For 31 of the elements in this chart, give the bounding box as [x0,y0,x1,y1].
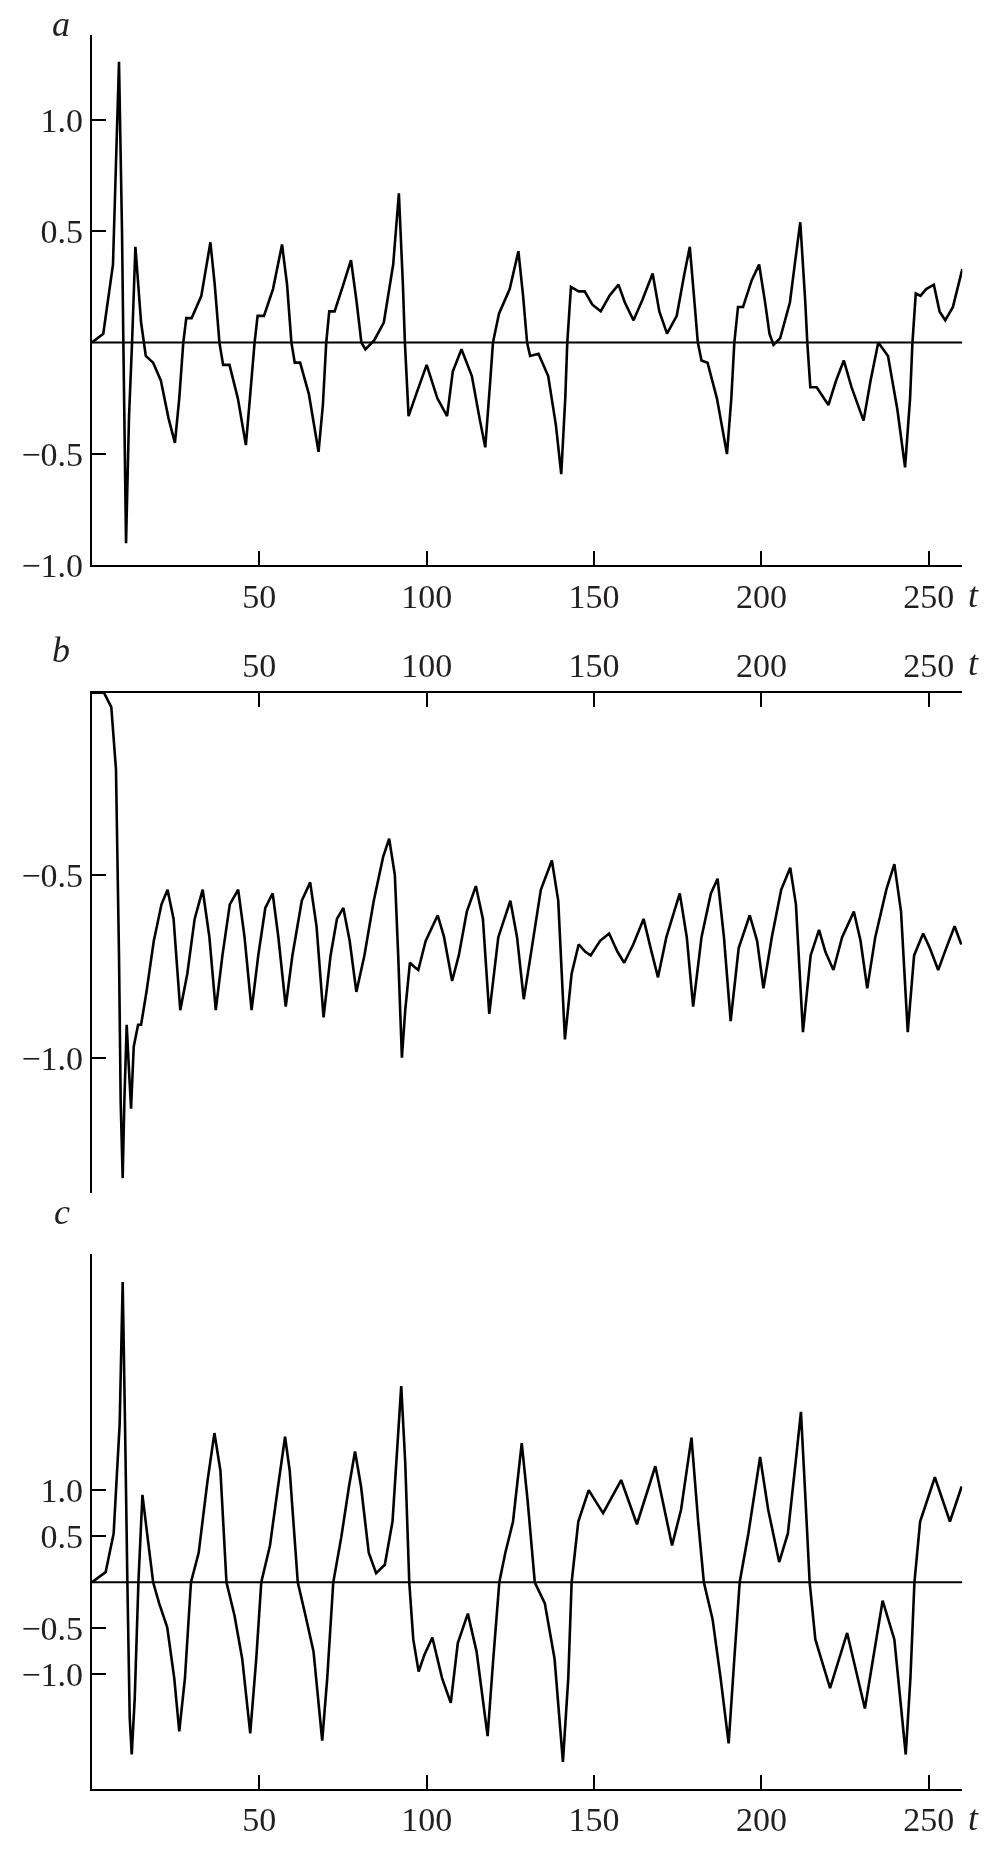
chart-title: c [54,1192,70,1232]
x-tick-label: 250 [903,578,955,616]
x-tick-label: 200 [735,646,787,684]
x-tick-label: 200 [735,578,787,616]
y-tick-label: −0.5 [21,1610,84,1648]
y-tick-label: −0.5 [21,435,84,473]
y-tick-label: −1.0 [21,547,84,585]
x-tick-label: 150 [568,646,620,684]
y-tick-label: 1.0 [40,101,84,139]
x-tick-label: 250 [903,1801,955,1839]
y-tick-label: 0.5 [40,1518,84,1556]
x-tick-label: 50 [242,646,277,684]
y-tick-label: −1.0 [21,1656,84,1694]
y-tick-label: −0.5 [21,857,84,895]
x-tick-label: 150 [568,578,620,616]
y-tick-label: −1.0 [21,1039,84,1077]
x-tick-label: 150 [568,1801,620,1839]
chart-title: a [52,4,70,44]
x-tick-label: 100 [401,1801,453,1839]
x-tick-label: 200 [735,1801,787,1839]
x-tick-label: 100 [401,578,453,616]
x-axis-title: t [968,575,979,615]
x-tick-label: 250 [903,646,955,684]
x-tick-label: 50 [242,1801,277,1839]
x-axis-title: t [968,1798,979,1838]
y-tick-label: 1.0 [40,1472,84,1510]
y-tick-label: 0.5 [40,213,84,251]
chart-title: b [52,630,70,670]
x-tick-label: 50 [242,578,277,616]
x-tick-label: 100 [401,646,453,684]
x-axis-title: t [968,643,979,683]
